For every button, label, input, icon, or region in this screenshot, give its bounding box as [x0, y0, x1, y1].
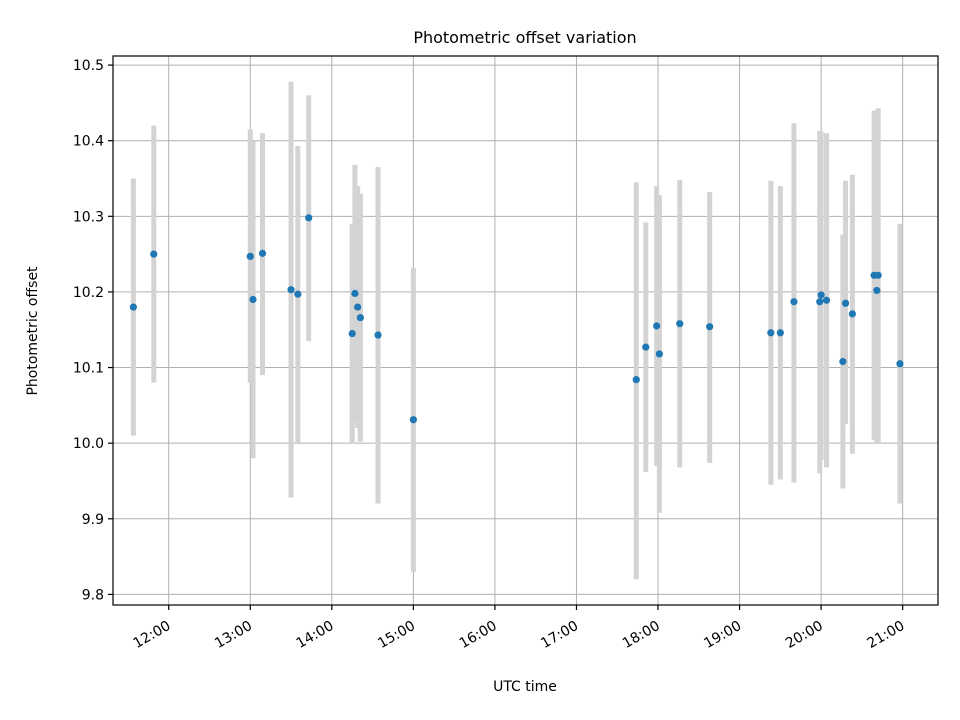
data-point [632, 376, 640, 384]
data-point [767, 329, 775, 337]
data-point [348, 329, 356, 338]
data-point [653, 322, 661, 330]
y-axis-label: Photometric offset [25, 266, 41, 396]
data-point [258, 249, 267, 257]
grid [113, 56, 938, 605]
data-point [351, 289, 359, 298]
data-point [839, 357, 847, 366]
data-point [374, 331, 382, 339]
data-point [841, 299, 850, 307]
y-tick-label: 10.2 [73, 285, 104, 301]
data-point [790, 298, 798, 306]
data-point [848, 310, 856, 318]
data-point [874, 271, 882, 279]
data-point [873, 286, 881, 295]
data-point [287, 286, 295, 294]
x-axis-label: UTC time [493, 679, 557, 695]
data-point [305, 214, 313, 222]
y-tick-label: 9.9 [82, 512, 104, 528]
data-point [896, 360, 904, 368]
y-tick-label: 10.5 [73, 58, 104, 74]
y-tick-label: 10.0 [73, 436, 104, 452]
data-point [129, 303, 137, 311]
data-point [822, 296, 831, 304]
data-point [642, 343, 650, 351]
data-points [129, 214, 904, 424]
data-point [776, 329, 784, 337]
data-point [817, 291, 825, 299]
y-tick-label: 10.1 [73, 361, 104, 377]
data-point [676, 320, 684, 328]
data-point [816, 298, 824, 306]
y-tick-label: 9.8 [82, 587, 104, 603]
chart-title: Photometric offset variation [413, 28, 636, 47]
data-point [246, 252, 254, 260]
y-tick-label: 10.3 [73, 209, 104, 225]
data-point [706, 323, 714, 331]
data-point [354, 303, 362, 311]
data-point [356, 314, 364, 322]
data-point [655, 350, 663, 358]
y-tick-label: 10.4 [73, 134, 104, 150]
data-point [249, 295, 257, 304]
data-point [409, 416, 417, 424]
data-point [150, 250, 158, 258]
plot-frame [112, 55, 939, 606]
data-point [294, 290, 302, 298]
